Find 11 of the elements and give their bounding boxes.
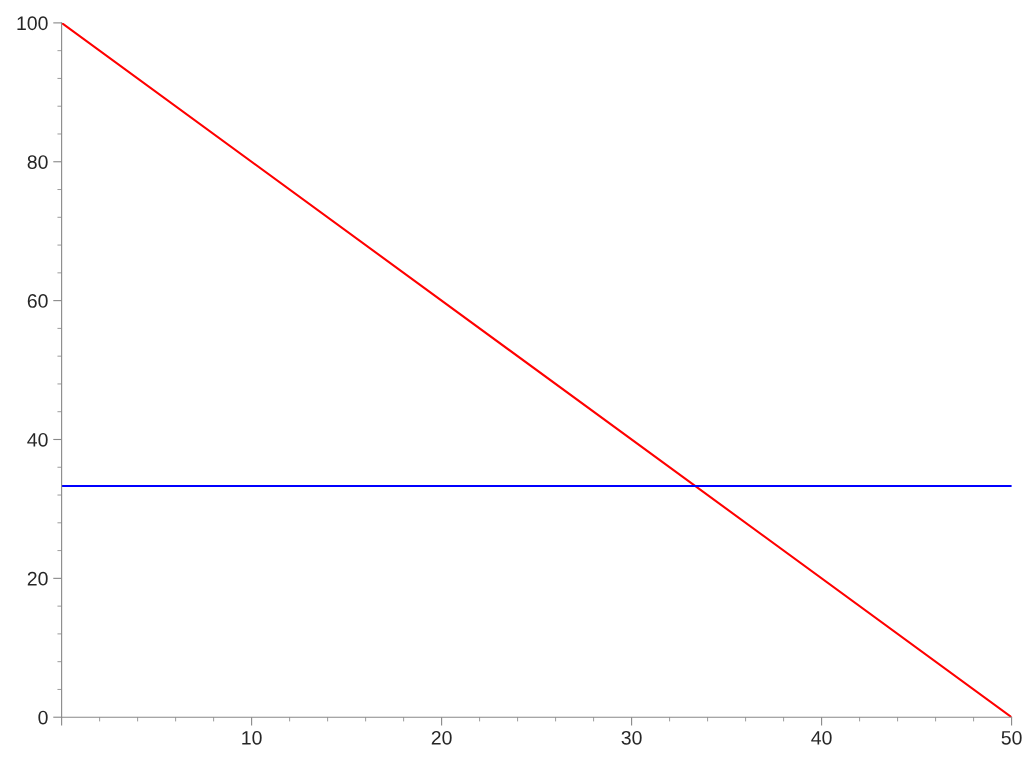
x-tick-label: 20: [431, 730, 452, 745]
x-tick-label: 50: [1001, 730, 1022, 745]
y-tick-label: 0: [38, 710, 48, 725]
x-tick-label: 10: [242, 730, 262, 745]
y-tick-label: 20: [27, 571, 48, 586]
y-tick-label: 60: [27, 294, 48, 308]
y-tick-label: 40: [27, 432, 48, 447]
x-tick-label: 30: [621, 730, 642, 745]
y-tick-label: 80: [27, 155, 48, 169]
y-tick-label: 100: [17, 16, 48, 31]
x-tick-label: 40: [811, 730, 832, 745]
